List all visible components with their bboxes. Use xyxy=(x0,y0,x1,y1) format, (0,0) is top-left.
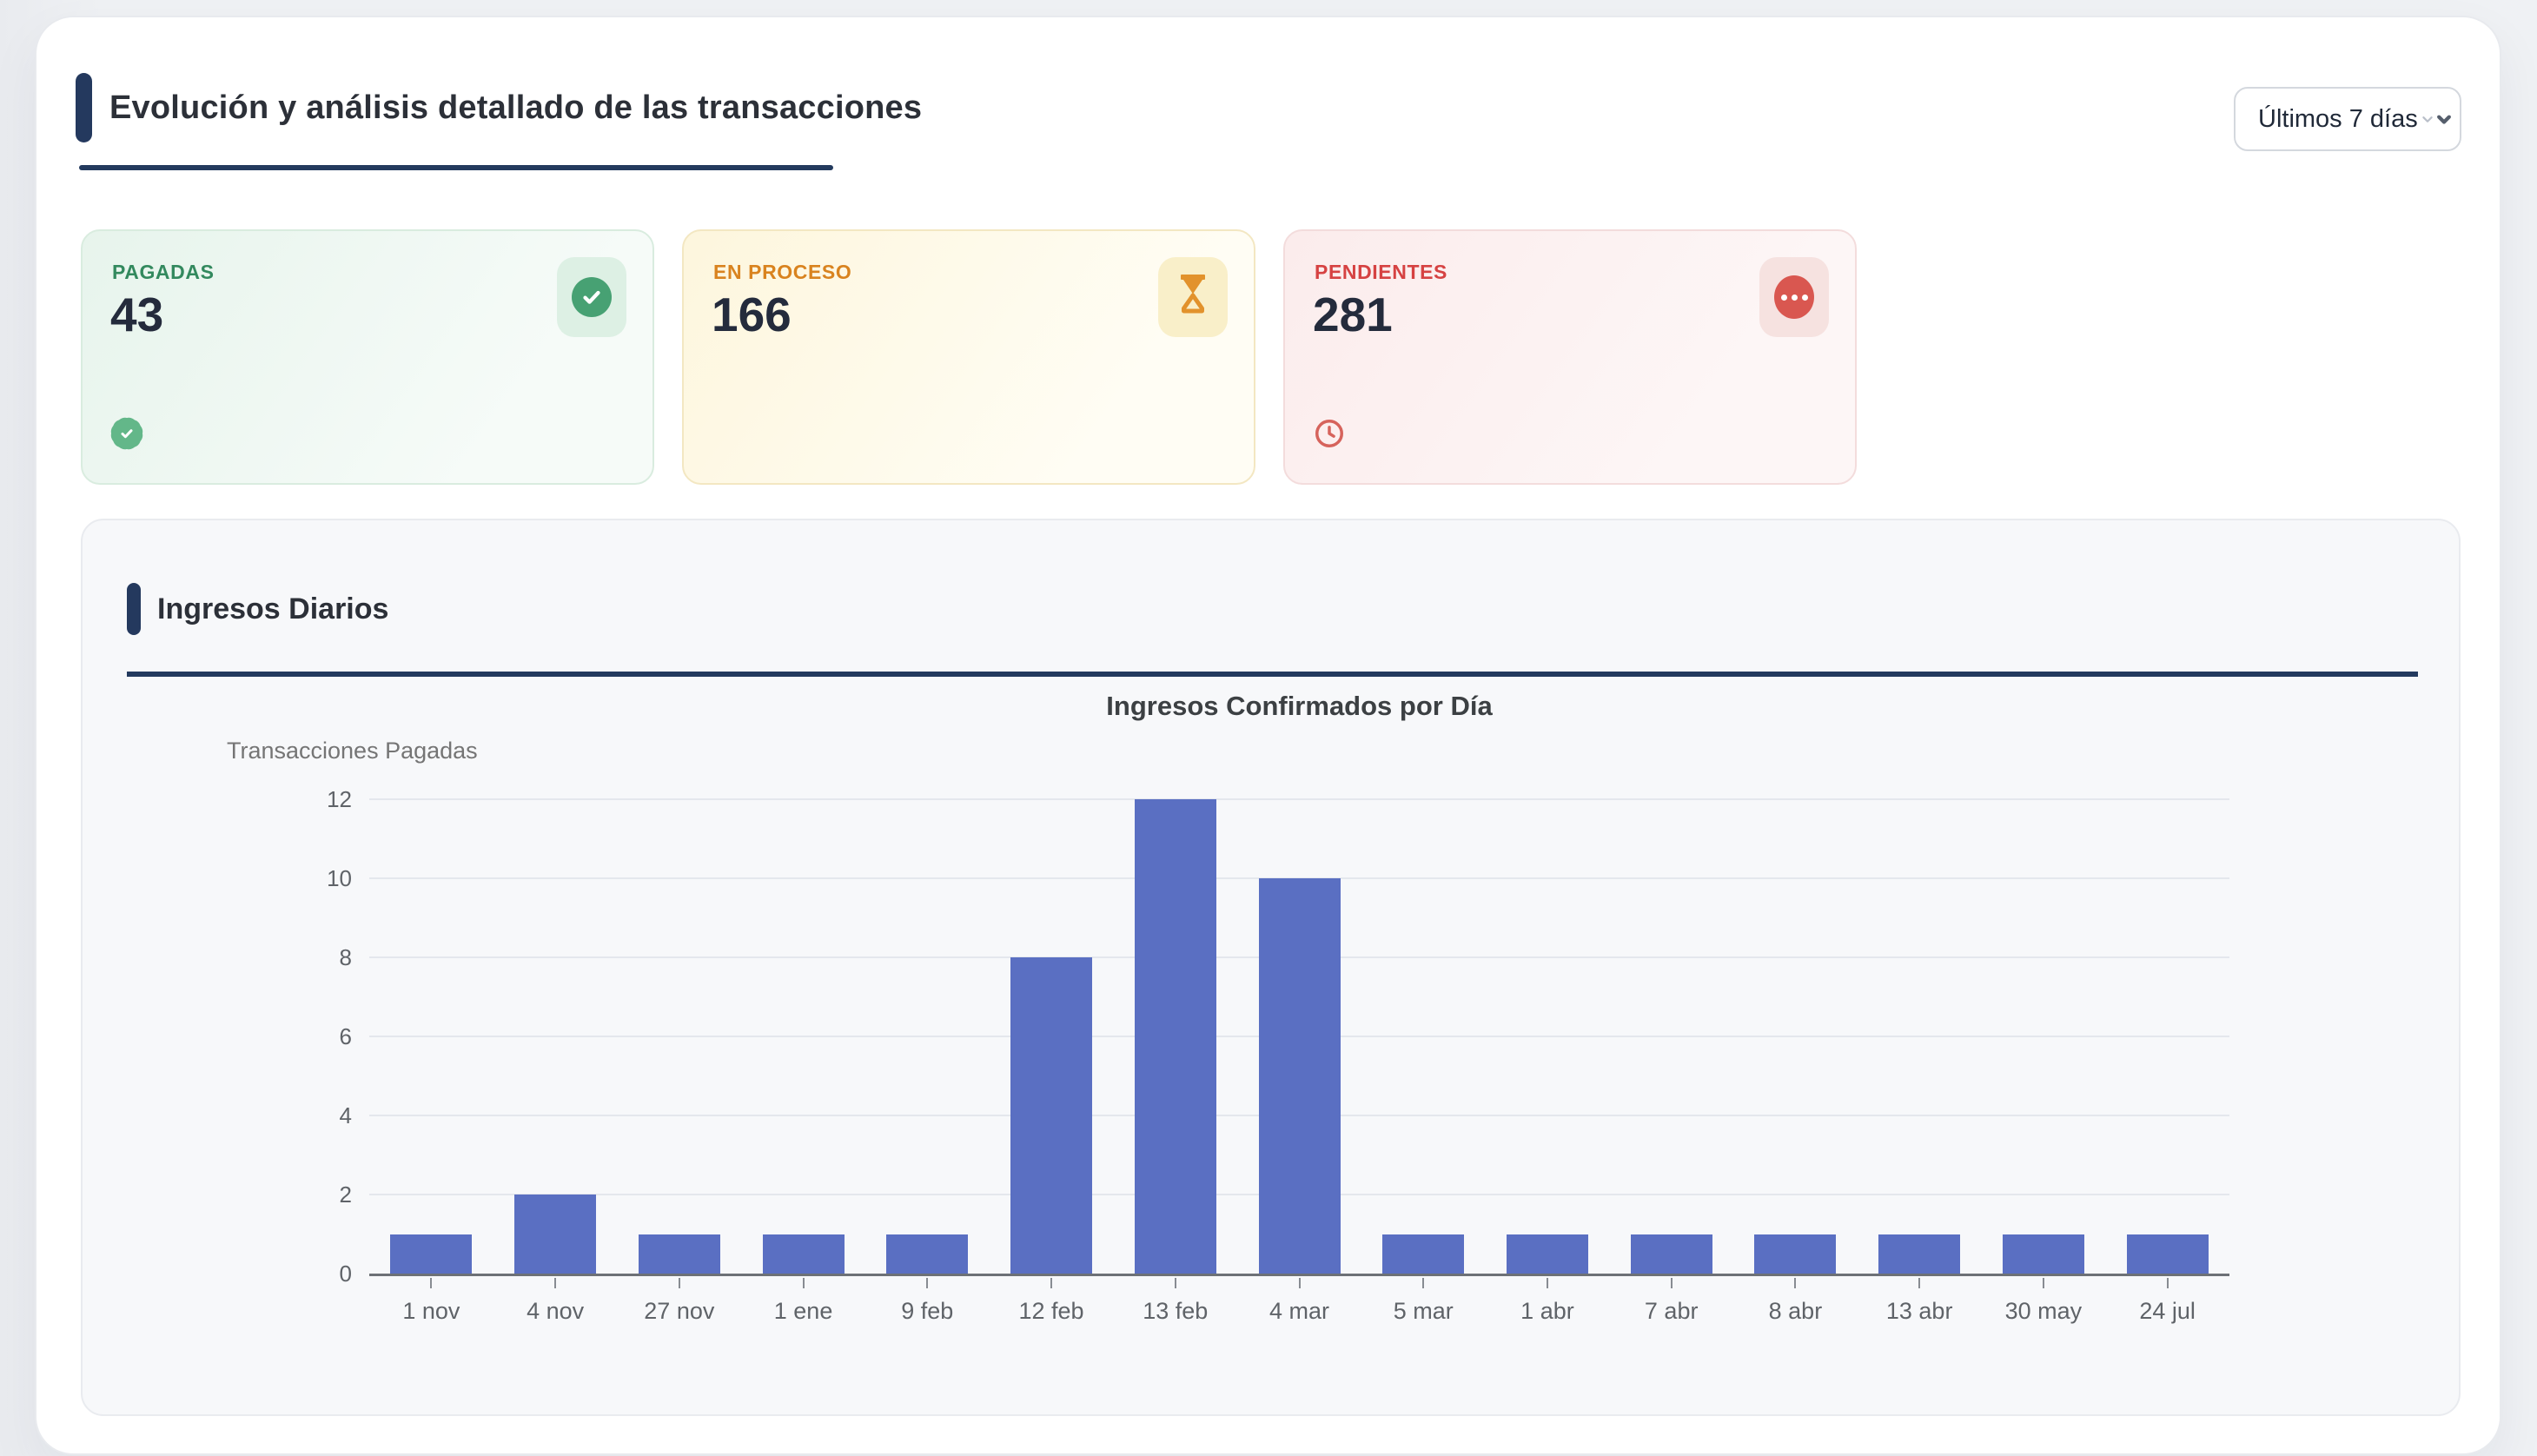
x-tick-label: 8 abr xyxy=(1768,1298,1823,1324)
stat-value: 166 xyxy=(712,288,792,341)
bar-13-abr[interactable] xyxy=(1878,1234,1961,1274)
bar-5-mar[interactable] xyxy=(1382,1234,1465,1274)
x-tick-label: 9 feb xyxy=(901,1298,954,1324)
bar-8-abr[interactable] xyxy=(1754,1234,1837,1274)
bar-1-abr[interactable] xyxy=(1506,1234,1588,1274)
transactions-analysis-card: Evolución y análisis detallado de las tr… xyxy=(35,16,2501,1455)
bar-9-feb[interactable] xyxy=(886,1234,969,1274)
x-axis-tick xyxy=(1174,1278,1176,1288)
x-axis-tick xyxy=(1918,1278,1921,1288)
y-axis-title: Transacciones Pagadas xyxy=(227,738,478,764)
ellipsis-circle-icon xyxy=(1774,275,1814,319)
x-tick-label: 4 mar xyxy=(1268,1298,1330,1324)
stat-card-en-proceso: EN PROCESO 166 xyxy=(682,229,1255,485)
bar-12-feb[interactable] xyxy=(1010,957,1093,1274)
x-tick-label: 5 mar xyxy=(1393,1298,1454,1324)
section-underline xyxy=(127,672,2418,677)
daily-income-panel: Ingresos Diarios Ingresos Confirmados po… xyxy=(81,519,2461,1416)
stat-value: 281 xyxy=(1313,288,1393,341)
y-tick-label: 4 xyxy=(339,1102,352,1128)
x-tick-label: 12 feb xyxy=(1018,1298,1084,1324)
verified-badge-icon xyxy=(108,414,146,453)
bar-27-nov[interactable] xyxy=(638,1234,720,1274)
x-axis-tick xyxy=(2166,1278,2169,1288)
check-circle-icon xyxy=(572,277,612,317)
section-accent-bar xyxy=(127,583,141,635)
x-tick-label: 1 abr xyxy=(1520,1298,1574,1324)
bar-chart-plot-area: 0 2 4 6 8 10 12 1 nov 4 nov 27 nov 1 ene 9 feb 12 fe… xyxy=(327,786,2229,1324)
x-tick-label: 4 nov xyxy=(527,1298,585,1324)
x-tick-label: 1 nov xyxy=(402,1298,460,1324)
x-axis-tick xyxy=(678,1278,680,1288)
y-tick-label: 10 xyxy=(327,865,352,891)
x-axis-tick xyxy=(1794,1278,1797,1288)
stat-icon-tile xyxy=(1158,257,1228,337)
bar-1-nov[interactable] xyxy=(390,1234,473,1274)
y-tick-label: 2 xyxy=(339,1181,352,1208)
gridline xyxy=(369,798,2229,800)
stat-card-pagadas: PAGADAS 43 xyxy=(81,229,654,485)
x-tick-label: 30 may xyxy=(2004,1298,2083,1324)
x-axis-tick xyxy=(926,1278,929,1288)
x-axis-tick xyxy=(554,1278,557,1288)
title-underline xyxy=(79,165,833,170)
x-axis-tick xyxy=(1670,1278,1673,1288)
x-axis-tick xyxy=(1298,1278,1301,1288)
title-accent-bar xyxy=(76,73,92,142)
bar-7-abr[interactable] xyxy=(1630,1234,1712,1274)
x-tick-label: 13 feb xyxy=(1143,1298,1209,1324)
bar-1-ene[interactable] xyxy=(762,1234,845,1274)
x-tick-label: 7 abr xyxy=(1644,1298,1699,1324)
stat-icon-tile xyxy=(1759,257,1829,337)
clock-icon xyxy=(1313,417,1346,450)
x-tick-label: 13 abr xyxy=(1885,1298,1953,1324)
x-tick-label: 1 ene xyxy=(773,1298,833,1324)
stat-label: EN PROCESO xyxy=(713,261,852,283)
x-tick-label: 24 jul xyxy=(2139,1298,2196,1324)
date-range-value: Últimos 7 días xyxy=(2258,104,2418,133)
x-axis-line xyxy=(369,1274,2229,1276)
x-axis-tick xyxy=(802,1278,805,1288)
chevron-down-icon xyxy=(2418,107,2456,131)
y-tick-label: 12 xyxy=(327,786,352,812)
x-tick-label: 27 nov xyxy=(644,1298,715,1324)
bar-24-jul[interactable] xyxy=(2126,1234,2209,1274)
stat-label: PAGADAS xyxy=(112,261,215,283)
y-tick-label: 6 xyxy=(339,1023,352,1049)
x-axis-tick xyxy=(1422,1278,1425,1288)
section-title: Ingresos Diarios xyxy=(157,592,389,625)
x-axis-tick xyxy=(2042,1278,2044,1288)
x-axis-tick xyxy=(1050,1278,1053,1288)
stat-card-pendientes: PENDIENTES 281 xyxy=(1283,229,1857,485)
bar-13-feb[interactable] xyxy=(1134,799,1216,1274)
chart-title: Ingresos Confirmados por Día xyxy=(1106,691,1493,721)
date-range-select[interactable]: Últimos 7 días xyxy=(2234,87,2461,151)
stat-icon-tile xyxy=(557,257,626,337)
bar-4-mar[interactable] xyxy=(1258,878,1341,1274)
stat-label: PENDIENTES xyxy=(1315,261,1447,283)
x-axis-tick xyxy=(1546,1278,1548,1288)
hourglass-icon xyxy=(1176,273,1210,322)
y-tick-label: 8 xyxy=(339,944,352,970)
y-tick-label: 0 xyxy=(339,1261,352,1287)
page-title: Evolución y análisis detallado de las tr… xyxy=(109,89,923,126)
stat-value: 43 xyxy=(110,288,164,341)
bar-30-may[interactable] xyxy=(2002,1234,2084,1274)
bar-4-nov[interactable] xyxy=(514,1195,597,1274)
x-axis-tick xyxy=(430,1278,433,1288)
